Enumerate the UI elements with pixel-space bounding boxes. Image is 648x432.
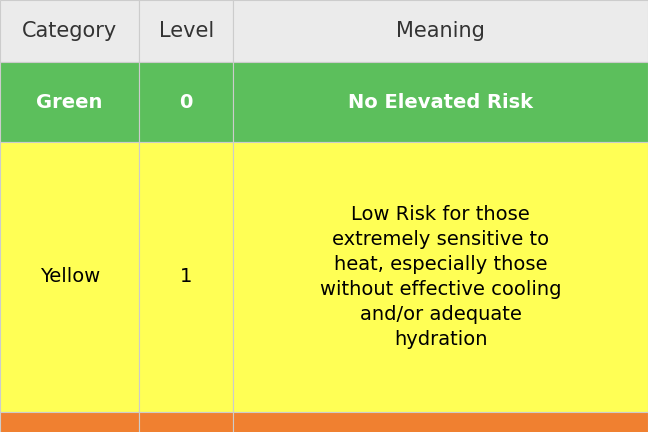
Text: Category: Category: [22, 21, 117, 41]
Text: No Elevated Risk: No Elevated Risk: [348, 92, 533, 111]
Bar: [139, 142, 233, 412]
Text: 1: 1: [180, 267, 192, 286]
Bar: [233, 142, 648, 412]
Bar: [0, 142, 139, 412]
Text: Green: Green: [36, 92, 103, 111]
Bar: [0, 62, 139, 142]
Bar: [233, 62, 648, 142]
Text: Meaning: Meaning: [396, 21, 485, 41]
Text: Level: Level: [159, 21, 214, 41]
Bar: [139, 0, 233, 62]
Text: Yellow: Yellow: [40, 267, 100, 286]
Bar: [0, 412, 139, 432]
Text: 0: 0: [179, 92, 193, 111]
Bar: [233, 0, 648, 62]
Bar: [233, 412, 648, 432]
Bar: [139, 62, 233, 142]
Text: Low Risk for those
extremely sensitive to
heat, especially those
without effecti: Low Risk for those extremely sensitive t…: [320, 205, 561, 349]
Bar: [0, 0, 139, 62]
Bar: [139, 412, 233, 432]
